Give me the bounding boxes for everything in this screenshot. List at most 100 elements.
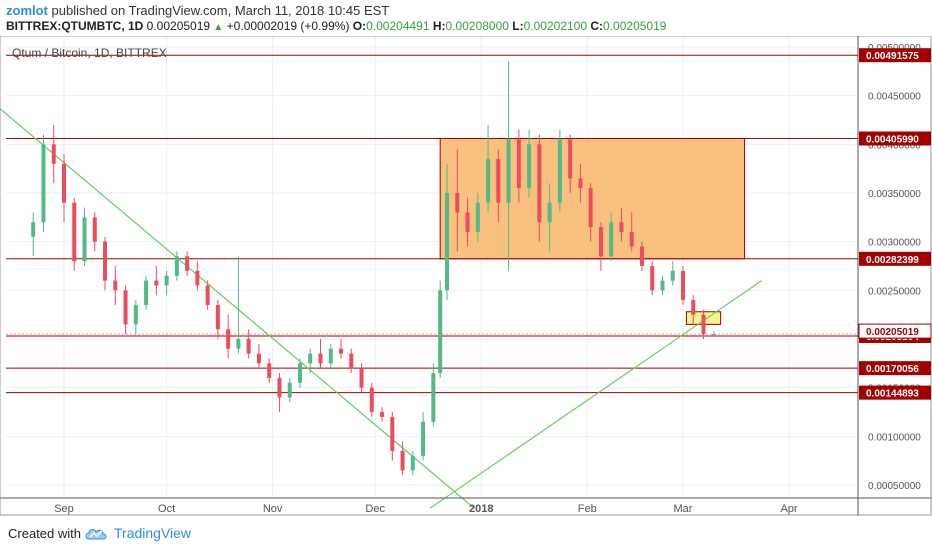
candle-body — [328, 348, 333, 364]
candle-body — [547, 202, 552, 223]
y-tick-label: 0.00300000 — [868, 238, 921, 249]
candle-body — [205, 285, 210, 305]
candle-body — [318, 353, 323, 364]
candle-body — [629, 231, 634, 247]
level-label-text: 0.00491575 — [866, 51, 919, 62]
x-tick-label: Apr — [780, 503, 797, 515]
level-label-box — [859, 251, 931, 266]
candle-body — [390, 416, 395, 451]
x-tick-label: Dec — [365, 503, 385, 515]
candle-body — [475, 202, 480, 232]
ohlc-line: BITTREX:QTUMBTC, 1D 0.00205019 ▲ +0.0000… — [6, 19, 666, 33]
candlestick-chart[interactable]: 0.000500000.001000000.001500000.00200000… — [0, 35, 932, 516]
candle-body — [431, 373, 436, 422]
level-lines — [6, 54, 858, 394]
low-value: 0.00202100 — [523, 19, 588, 33]
candle-body — [691, 300, 696, 315]
candle-body — [486, 158, 491, 203]
close-value: 0.00205019 — [603, 19, 667, 33]
candle-body — [195, 270, 200, 286]
candle-body — [164, 275, 169, 286]
candle-body — [246, 339, 251, 354]
close-label: C: — [590, 19, 604, 33]
candle-body — [113, 280, 118, 291]
created-with-label: Created with — [8, 526, 81, 541]
candle-body — [465, 212, 470, 232]
high-label: H: — [432, 19, 446, 33]
triangle-up-icon: ▲ — [213, 22, 224, 33]
price-change: +0.00002019 (+0.99%) — [226, 19, 350, 33]
chart-title: Qtum / Bitcoin, 1D, BITTREX — [12, 46, 167, 60]
author-link[interactable]: zomlot — [6, 3, 48, 18]
candle-body — [455, 193, 460, 213]
last-price-label-text: 0.00205019 — [866, 327, 919, 338]
symbol-label: BITTREX:QTUMBTC, 1D — [6, 19, 144, 33]
y-tick-label: 0.00250000 — [868, 286, 921, 297]
footer: Created with TradingView — [0, 516, 932, 550]
candle-body — [369, 387, 374, 412]
candle-body — [557, 139, 562, 203]
level-label-box — [859, 385, 931, 400]
level-label-text: 0.00144893 — [866, 389, 919, 400]
candle-body — [578, 178, 583, 189]
candle-body — [103, 241, 108, 281]
candle-body — [174, 256, 179, 276]
candle-body — [133, 304, 138, 325]
level-label-text: 0.00282399 — [866, 255, 919, 266]
y-tick-label: 0.00450000 — [868, 92, 921, 103]
candle-body — [445, 193, 450, 291]
candle-body — [359, 368, 364, 388]
last-price: 0.00205019 — [146, 19, 211, 33]
candle-body — [31, 222, 36, 237]
candle-body — [349, 353, 354, 369]
candle-body — [144, 280, 149, 305]
header-bar: zomlot published on TradingView.com, Mar… — [0, 0, 932, 36]
x-tick-label: Nov — [263, 503, 283, 515]
candle-body — [681, 270, 685, 301]
tradingview-cloud-icon — [85, 529, 107, 540]
trendlines — [0, 107, 762, 509]
candle-body — [588, 188, 593, 228]
candle-body — [639, 246, 644, 266]
chart-area[interactable]: 0.000500000.001000000.001500000.00200000… — [0, 35, 932, 516]
candle-body — [267, 363, 272, 378]
y-tick-label: 0.00100000 — [868, 432, 921, 443]
last-price-label-box — [858, 323, 932, 339]
candle-body — [516, 139, 521, 189]
candle-body — [438, 290, 443, 374]
candle-body — [185, 256, 190, 271]
candle-body — [82, 217, 87, 262]
candle-body — [92, 217, 97, 242]
publish-info: published on TradingView.com, March 11, … — [51, 3, 390, 18]
candle-body — [619, 222, 624, 232]
y-tick-label: 0.00050000 — [868, 481, 921, 492]
candle-body — [41, 144, 46, 223]
candle-body — [527, 144, 532, 189]
candle-body — [123, 290, 128, 325]
tradingview-logo[interactable]: TradingView — [84, 525, 191, 541]
candle-body — [711, 334, 716, 336]
x-tick-label: Oct — [158, 503, 175, 515]
candle-body — [701, 314, 706, 335]
level-labels: 0.004915750.004059900.002823990.00203104… — [858, 48, 932, 400]
trendline — [429, 280, 762, 509]
axes — [0, 35, 932, 516]
candle-body — [62, 163, 66, 203]
candle-body — [650, 266, 655, 291]
chart-border — [0, 35, 932, 516]
candle-body — [670, 270, 675, 281]
candle-body — [215, 304, 220, 330]
candle-body — [400, 450, 405, 471]
candle-body — [287, 382, 292, 398]
open-label: O: — [352, 19, 367, 33]
candle-body — [339, 348, 344, 354]
low-label: L: — [512, 19, 524, 33]
x-tick-label: Sep — [54, 503, 74, 515]
level-label-text: 0.00405990 — [866, 135, 919, 146]
candle-body — [72, 202, 77, 262]
candle-body — [568, 139, 573, 179]
x-axis-labels: Sep Oct Nov Dec 2018 Feb Mar Apr — [54, 503, 798, 515]
y-tick-label: 0.00400000 — [868, 140, 921, 151]
grid-lines — [6, 36, 858, 498]
candle-body — [154, 280, 159, 286]
